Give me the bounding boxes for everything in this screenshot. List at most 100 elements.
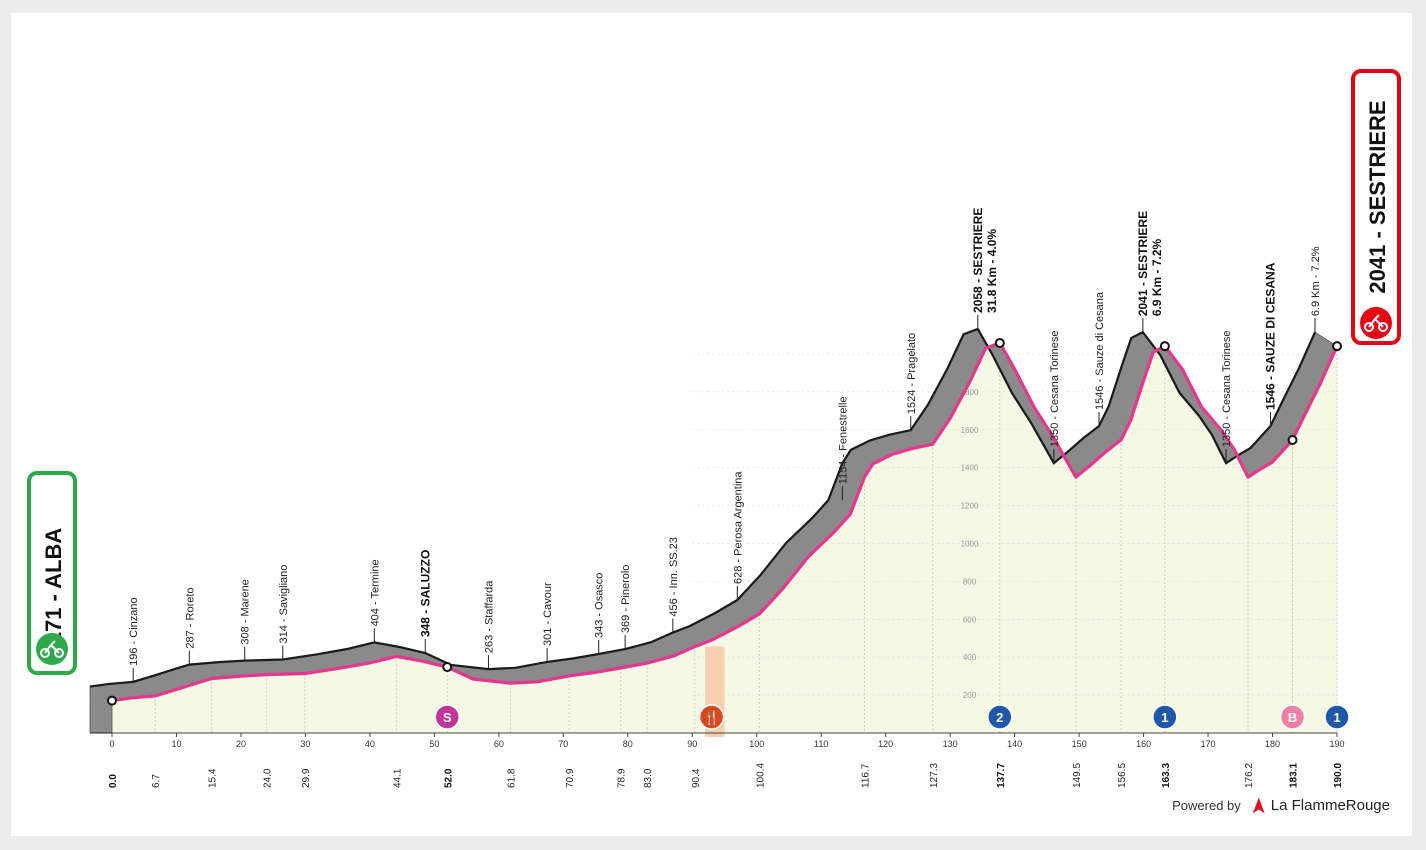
altitude-tick-label: 1000 <box>961 539 979 548</box>
kom-marker-text: 1 <box>1333 710 1340 725</box>
x-tick-label: 160 <box>1136 739 1151 749</box>
km-mark-label: 83.0 <box>643 768 654 788</box>
km-mark-label: 176.2 <box>1244 763 1255 788</box>
place-label-climb: 6.9 Km - 7.2% <box>1150 238 1164 316</box>
place-label: 314 - Savigliano <box>278 565 290 644</box>
place-label: 287 - Roreto <box>184 587 196 648</box>
x-tick-label: 170 <box>1201 739 1216 749</box>
km-mark-label: 24.0 <box>263 768 274 788</box>
place-label: 1154 - Fenestrelle <box>837 396 849 484</box>
altitude-tick-label: 600 <box>963 615 977 624</box>
place-label: 343 - Osasco <box>594 573 606 638</box>
place-label: 6.9 Km - 7.2% <box>1310 246 1322 316</box>
x-tick-label: 100 <box>749 739 764 749</box>
altitude-tick-label: 800 <box>963 577 977 586</box>
flamme-rouge-logo-icon <box>1252 797 1265 814</box>
km-mark-label: 90.4 <box>691 768 702 788</box>
place-label: 628 - Perosa Argentina <box>732 471 744 584</box>
feed-marker-text: 🍴 <box>704 710 720 726</box>
place-label: 369 - Pinerolo <box>620 565 632 634</box>
x-tick-label: 80 <box>623 739 633 749</box>
km-mark-label: 149.5 <box>1072 763 1083 788</box>
start-badge-text: 171 - ALBA <box>41 528 66 645</box>
x-tick-label: 130 <box>943 739 958 749</box>
km-mark-label: 29.9 <box>301 768 312 788</box>
x-tick-label: 70 <box>558 739 568 749</box>
x-tick-label: 10 <box>171 739 181 749</box>
x-tick-label: 120 <box>878 739 893 749</box>
place-label: 301 - Cavour <box>542 582 554 646</box>
finish-badge-bg <box>1351 69 1401 345</box>
km-mark-label: 0.0 <box>108 774 119 788</box>
finish-badge-text: 2041 - SESTRIERE <box>1365 100 1390 293</box>
km-mark-label: 6.7 <box>151 774 162 788</box>
km-mark-label: 15.4 <box>207 768 218 788</box>
km-mark-label: 116.7 <box>860 763 871 788</box>
start-badge-bg <box>27 471 77 675</box>
stage-profile-card: 200400600800100012001400160018002000 196… <box>11 13 1412 836</box>
x-tick-label: 110 <box>814 739 828 749</box>
km-mark-label: 127.3 <box>929 763 940 788</box>
km-mark-label: 100.4 <box>755 763 766 788</box>
sprint-marker-circle <box>434 704 461 730</box>
km-mark-label: 70.9 <box>565 768 576 788</box>
x-tick-label: 180 <box>1265 739 1280 749</box>
kom-marker-text: 2 <box>996 710 1003 725</box>
x-tick-label: 50 <box>429 739 439 749</box>
x-tick-label: 90 <box>687 739 697 749</box>
profile-back-edge <box>89 327 1317 688</box>
start-cyclist-icon <box>36 633 68 665</box>
kom-marker-icon: 1 <box>1324 704 1350 730</box>
place-label: 348 - SALUZZO <box>418 550 432 637</box>
km-mark-label: 163.3 <box>1161 763 1172 788</box>
place-label: 308 - Marene <box>240 579 252 644</box>
road-point-dot <box>107 695 117 706</box>
road-line <box>111 341 1339 703</box>
road-point-dot <box>442 662 453 673</box>
kom-marker-icon: 1 <box>1152 704 1178 730</box>
profile-area <box>112 342 1337 733</box>
x-tick-label: 20 <box>236 739 246 749</box>
road-point-dot <box>1332 341 1342 352</box>
place-label: 1524 - Pragelato <box>906 333 918 414</box>
place-label: 404 - Termine <box>369 559 381 626</box>
finish-cyclist-glyph <box>1364 314 1388 332</box>
stage-profile-chart: 200400600800100012001400160018002000 196… <box>27 69 1401 788</box>
sprint-marker-icon: S <box>434 704 461 730</box>
altitude-tick-label: 1200 <box>961 502 979 511</box>
powered-by-brand: La FlammeRouge <box>1270 797 1390 814</box>
feed-marker-icon: 🍴 <box>698 704 725 730</box>
kom-marker-circle <box>1324 704 1350 730</box>
start-cyclist-glyph <box>40 640 64 658</box>
road-point-dot <box>994 337 1005 348</box>
km-mark-label: 78.9 <box>617 768 628 788</box>
sprint-marker-text: S <box>443 710 452 725</box>
x-tick-label: 190 <box>1329 739 1344 749</box>
place-label: 1350 - Cesana Torinese <box>1221 331 1233 448</box>
bonus-marker-icon: B <box>1279 704 1306 730</box>
powered-by-credit: Powered by La FlammeRouge <box>1172 797 1390 814</box>
x-tick-label: 60 <box>494 739 504 749</box>
kom-marker-circle <box>1152 704 1178 730</box>
place-label: 2058 - SESTRIERE <box>971 208 985 313</box>
finish-badge: 2041 - SESTRIERE <box>1351 69 1401 345</box>
km-mark-label: 156.5 <box>1117 763 1128 788</box>
x-tick-label: 150 <box>1072 739 1087 749</box>
place-label: 1350 - Cesana Torinese <box>1049 331 1061 448</box>
place-label: 2041 - SESTRIERE <box>1136 211 1150 316</box>
kom-marker-text: 1 <box>1161 710 1168 725</box>
km-mark-label: 52.0 <box>443 768 454 788</box>
kom-marker-icon: 2 <box>987 704 1013 730</box>
x-tick-label: 40 <box>365 739 375 749</box>
altitude-tick-label: 1800 <box>961 388 979 397</box>
finish-cyclist-icon <box>1360 307 1392 339</box>
x-tick-label: 0 <box>109 739 114 749</box>
altitude-tick-label: 200 <box>963 691 977 700</box>
altitude-tick-label: 400 <box>963 653 977 662</box>
road-point-dot <box>1159 341 1170 352</box>
powered-by-label: Powered by <box>1172 798 1241 813</box>
km-mark-label: 61.8 <box>506 768 517 788</box>
place-label: 1546 - SAUZE DI CESANA <box>1264 262 1278 410</box>
km-mark-label: 44.1 <box>392 768 403 788</box>
x-tick-label: 140 <box>1007 739 1022 749</box>
